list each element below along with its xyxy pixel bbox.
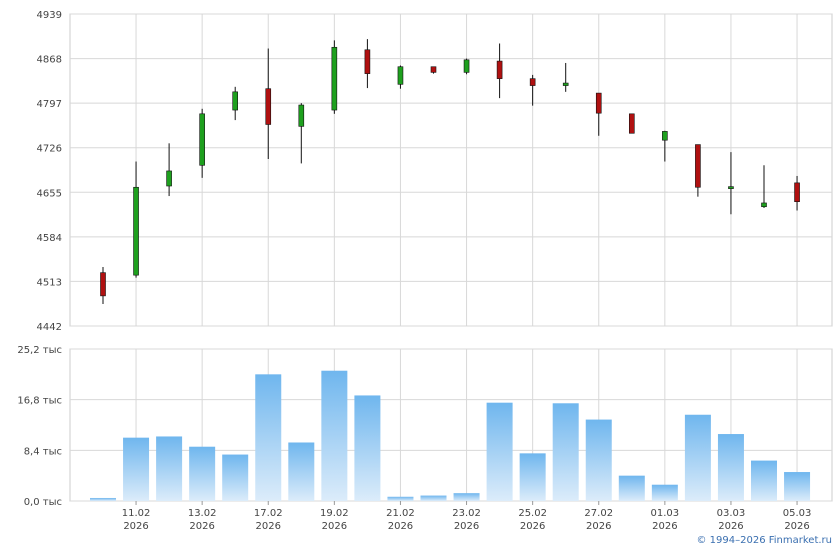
price-y-tick-label: 4655 xyxy=(37,188,62,199)
x-tick-year-label: 2026 xyxy=(322,521,347,532)
candle-body xyxy=(695,144,701,188)
x-axis: 11.02 2026 13.02 2026 17.02 2026 19.02 2026 21.0… xyxy=(122,501,812,532)
volume-bar xyxy=(717,434,744,501)
volume-bar xyxy=(255,374,282,501)
candle-body xyxy=(463,59,470,73)
candle-body xyxy=(298,104,305,127)
volume-bar xyxy=(751,460,777,501)
price-panel: 4939 4868 4797 4726 4655 4584 4513 4442 xyxy=(37,10,833,333)
candle-body xyxy=(199,113,205,166)
price-y-tick-label: 4726 xyxy=(37,144,62,155)
x-tick-year-label: 2026 xyxy=(784,521,809,532)
candle-body xyxy=(496,60,503,79)
volume-bar xyxy=(156,436,183,501)
candle-body xyxy=(761,202,767,208)
candle-body xyxy=(133,186,139,276)
volume-bar xyxy=(222,454,249,501)
volume-bar xyxy=(420,495,447,501)
volume-bar xyxy=(90,497,116,501)
x-tick-date-label: 05.03 xyxy=(783,508,812,519)
volume-panel: 25,2 тыс 16,8 тыс 8,4 тыс 0,0 тыс xyxy=(17,345,833,508)
candle-body xyxy=(628,113,635,134)
price-y-tick-label: 4939 xyxy=(37,10,62,21)
x-tick-date-label: 23.02 xyxy=(452,508,481,519)
volume-bar xyxy=(354,395,381,501)
candle-body xyxy=(430,66,437,73)
x-tick-year-label: 2026 xyxy=(718,521,743,532)
candle-body xyxy=(595,92,602,114)
volume-bar xyxy=(519,453,546,501)
candle-body xyxy=(662,131,668,141)
x-tick-year-label: 2026 xyxy=(388,521,413,532)
x-tick-date-label: 03.03 xyxy=(717,508,746,519)
volume-bar xyxy=(651,484,678,501)
x-tick-date-label: 21.02 xyxy=(386,508,415,519)
volume-bar xyxy=(288,442,315,501)
x-tick-year-label: 2026 xyxy=(652,521,677,532)
volume-bar xyxy=(189,446,216,501)
candle-body xyxy=(529,78,536,86)
candle-body xyxy=(562,82,569,86)
candle-body xyxy=(331,46,338,111)
volume-bar xyxy=(321,370,348,501)
candle-body xyxy=(794,182,800,203)
x-tick-year-label: 2026 xyxy=(586,521,611,532)
x-tick-date-label: 13.02 xyxy=(188,508,217,519)
volume-y-tick-label: 25,2 тыс xyxy=(17,345,62,356)
price-y-tick-label: 4868 xyxy=(37,55,62,66)
volume-plot-area xyxy=(69,348,833,502)
x-tick-date-label: 27.02 xyxy=(584,508,613,519)
x-tick-date-label: 01.03 xyxy=(651,508,680,519)
candle-body xyxy=(100,272,106,297)
candle-body xyxy=(364,49,371,74)
price-plot-area xyxy=(69,13,833,327)
copyright-text: © 1994–2026 Finmarket.ru xyxy=(696,535,832,546)
x-tick-year-label: 2026 xyxy=(123,521,148,532)
candle-body xyxy=(166,170,172,187)
x-tick-year-label: 2026 xyxy=(189,521,214,532)
candle-body xyxy=(232,91,238,111)
x-tick-year-label: 2026 xyxy=(520,521,545,532)
volume-bar xyxy=(387,496,414,501)
volume-bar xyxy=(684,414,711,501)
volume-bar xyxy=(552,403,579,501)
candle-body xyxy=(728,186,734,189)
x-tick-year-label: 2026 xyxy=(454,521,479,532)
volume-y-tick-label: 0,0 тыс xyxy=(24,497,62,508)
x-tick-date-label: 11.02 xyxy=(122,508,151,519)
candle-body xyxy=(397,66,404,85)
x-tick-date-label: 17.02 xyxy=(254,508,283,519)
volume-y-tick-label: 8,4 тыс xyxy=(24,446,62,457)
price-y-tick-label: 4442 xyxy=(37,322,62,333)
volume-bar xyxy=(486,402,513,501)
volume-bar xyxy=(123,437,150,501)
x-tick-year-label: 2026 xyxy=(256,521,281,532)
x-tick-date-label: 19.02 xyxy=(320,508,349,519)
volume-bar xyxy=(585,419,612,501)
price-y-tick-label: 4513 xyxy=(37,277,62,288)
volume-bar xyxy=(618,475,645,501)
price-y-tick-label: 4584 xyxy=(37,233,62,244)
x-tick-date-label: 25.02 xyxy=(518,508,547,519)
price-y-tick-label: 4797 xyxy=(37,99,62,110)
volume-bar xyxy=(453,493,480,501)
volume-bar xyxy=(784,472,811,501)
candle-body xyxy=(265,88,272,125)
volume-y-tick-label: 16,8 тыс xyxy=(17,396,62,407)
